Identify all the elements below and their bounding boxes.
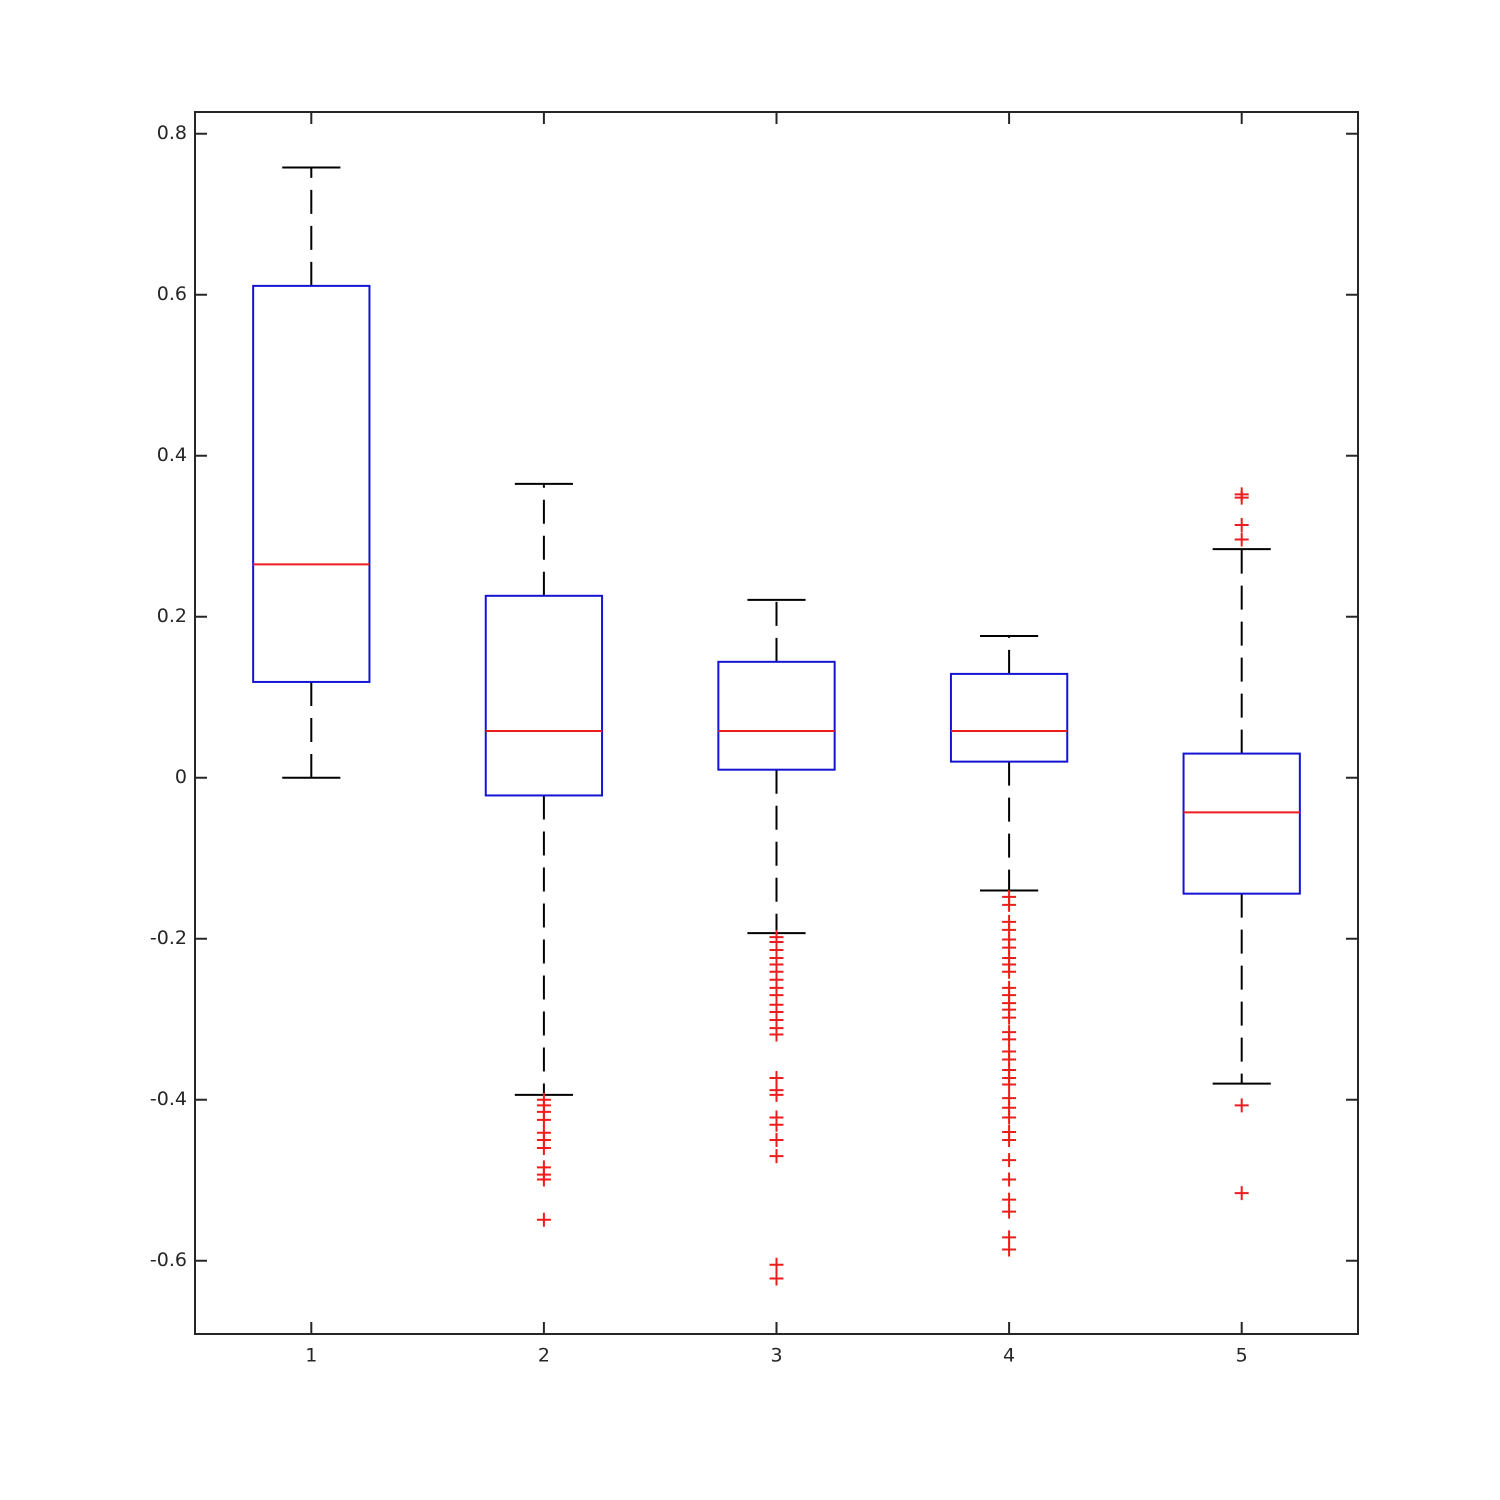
y-tick-label: -0.4 [150, 1088, 187, 1110]
y-tick-label: 0.6 [157, 283, 187, 305]
outlier [1002, 1110, 1017, 1125]
outlier [1002, 1242, 1017, 1257]
outlier [769, 1117, 784, 1132]
x-tick-label: 1 [305, 1345, 317, 1367]
outlier [1234, 490, 1249, 505]
outlier [769, 1271, 784, 1286]
outlier [1002, 964, 1017, 979]
y-tick-label: 0.4 [157, 444, 187, 466]
outlier [536, 1141, 551, 1156]
outlier [1002, 1172, 1017, 1187]
x-tick-label: 3 [770, 1345, 782, 1367]
y-tick-label: -0.6 [150, 1249, 187, 1271]
outlier [769, 1149, 784, 1164]
y-tick-label: 0.8 [157, 122, 187, 144]
outlier [1002, 1132, 1017, 1147]
box [1182, 752, 1301, 895]
box [252, 284, 371, 683]
box [949, 672, 1069, 763]
outlier [1002, 1010, 1017, 1025]
outlier [1002, 1204, 1017, 1219]
outlier [1234, 532, 1249, 547]
outlier [769, 1027, 784, 1042]
outlier [1002, 1153, 1017, 1168]
outlier [1002, 1230, 1017, 1245]
outlier [536, 1172, 551, 1187]
outlier [1002, 1032, 1017, 1047]
outlier [1002, 1192, 1017, 1207]
x-tick-label: 5 [1236, 1345, 1248, 1367]
outlier [1234, 1098, 1249, 1113]
y-tick-label: 0.2 [157, 605, 187, 627]
box [717, 660, 836, 771]
x-tick-label: 4 [1003, 1345, 1015, 1367]
outlier [769, 1132, 784, 1147]
y-tick-label: -0.2 [150, 927, 187, 949]
outlier [536, 1112, 551, 1127]
outlier [769, 1071, 784, 1086]
outlier [1002, 897, 1017, 912]
outlier [1002, 1077, 1017, 1092]
outlier [769, 1087, 784, 1102]
x-tick-label: 2 [538, 1345, 550, 1367]
y-tick-label: 0 [175, 766, 187, 788]
box [484, 594, 604, 797]
outlier [769, 1257, 784, 1272]
outlier [1234, 517, 1249, 532]
outlier [1234, 1186, 1249, 1201]
outlier [536, 1212, 551, 1227]
